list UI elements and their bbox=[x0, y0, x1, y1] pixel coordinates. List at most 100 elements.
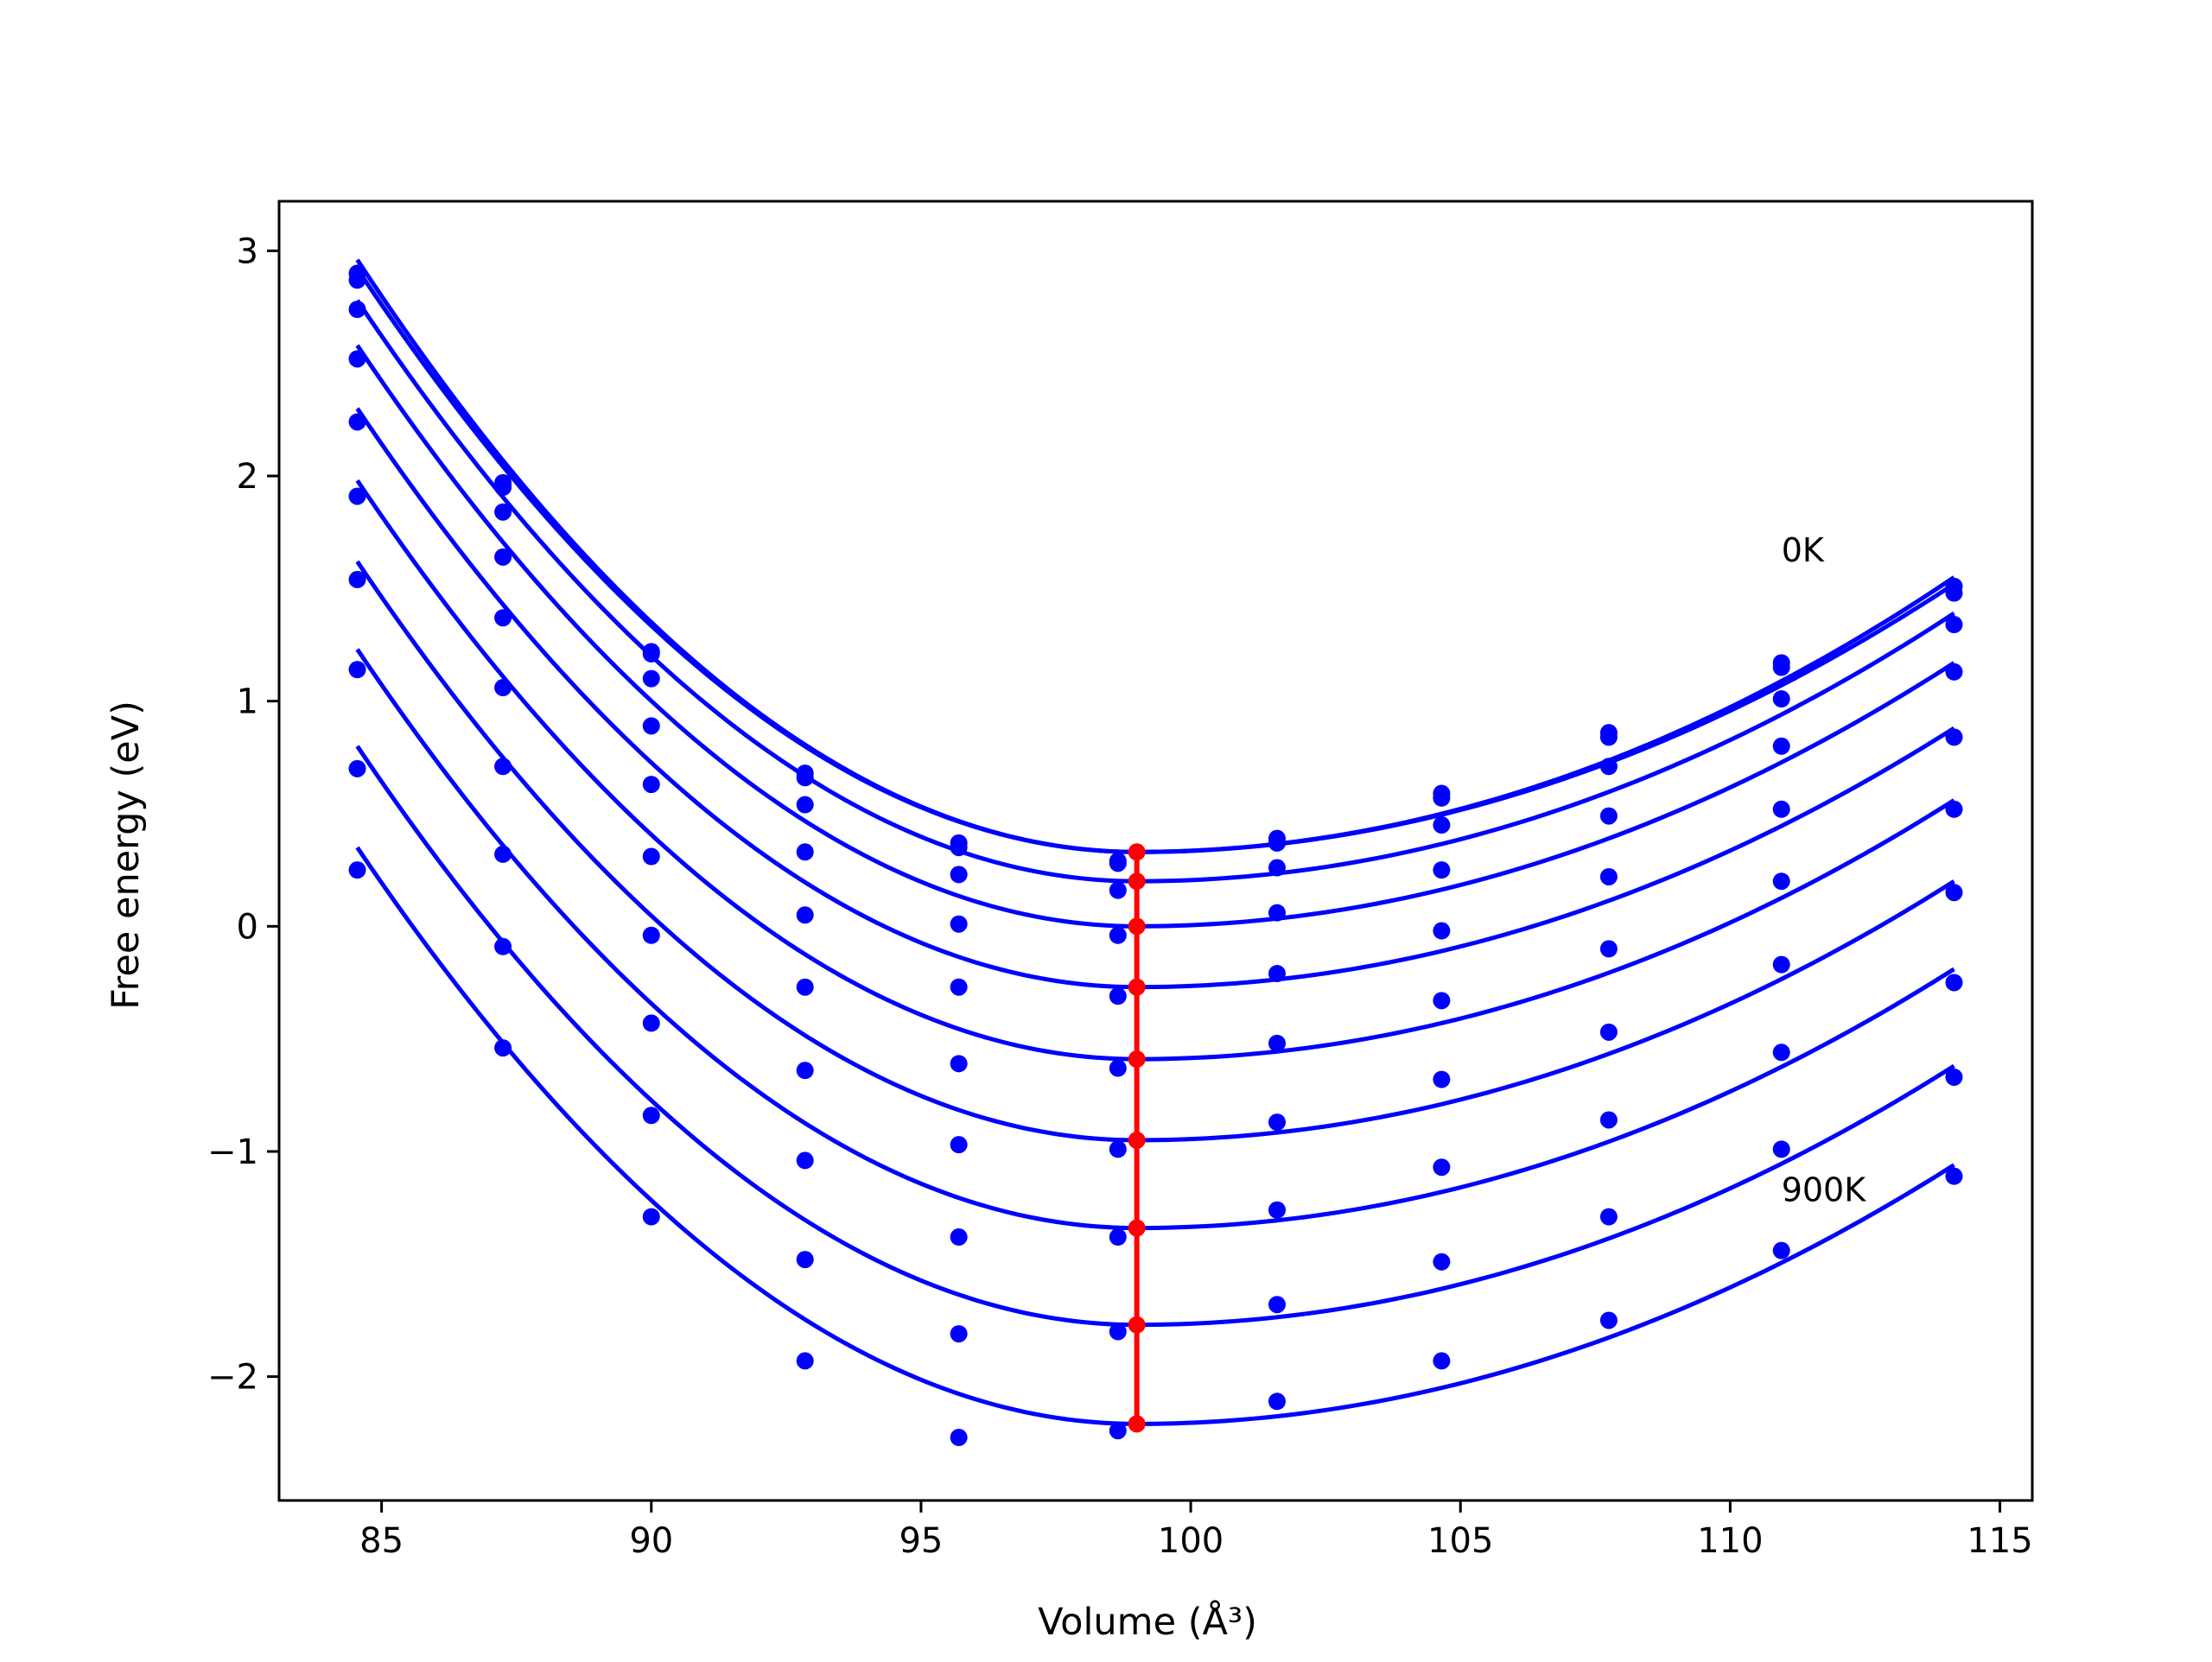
y-tick-label--1: −1 bbox=[207, 1132, 258, 1172]
data-point-8-8 bbox=[1433, 1158, 1451, 1177]
data-point-5-6 bbox=[1109, 987, 1127, 1005]
data-point-6-1 bbox=[348, 487, 366, 505]
plot-area bbox=[348, 258, 1963, 1447]
data-point-10-5 bbox=[950, 1429, 968, 1447]
data-point-8-11 bbox=[1945, 974, 1963, 992]
fit-curve-8 bbox=[355, 648, 1955, 1231]
data-point-5-2 bbox=[494, 609, 512, 627]
data-point-7-11 bbox=[1945, 884, 1963, 902]
data-point-9-5 bbox=[950, 1325, 968, 1343]
data-point-8-5 bbox=[950, 1228, 968, 1246]
data-point-4-1 bbox=[348, 350, 366, 368]
fit-curve-5 bbox=[355, 407, 1955, 990]
annotation-2: 900K bbox=[1782, 1170, 1867, 1208]
data-point-9-4 bbox=[796, 1251, 814, 1269]
x-tick-label-110: 110 bbox=[1697, 1521, 1763, 1561]
x-tick-label-115: 115 bbox=[1967, 1521, 2032, 1561]
data-point-5-8 bbox=[1433, 922, 1451, 940]
fit-curve-3 bbox=[355, 299, 1955, 884]
data-point-4-10 bbox=[1772, 737, 1790, 755]
data-point-10-6 bbox=[1109, 1422, 1127, 1440]
data-point-6-7 bbox=[1268, 1034, 1286, 1052]
data-point-8-2 bbox=[494, 845, 512, 863]
data-point-10-4 bbox=[796, 1352, 814, 1370]
data-point-3-6 bbox=[1109, 881, 1127, 899]
data-point-8-9 bbox=[1599, 1111, 1618, 1129]
data-point-8-7 bbox=[1268, 1201, 1286, 1219]
data-point-6-6 bbox=[1109, 1059, 1127, 1077]
data-point-2-4 bbox=[796, 769, 814, 787]
data-point-9-7 bbox=[1268, 1296, 1286, 1314]
data-point-2-11 bbox=[1945, 584, 1963, 602]
minimum-point-6 bbox=[1128, 1131, 1146, 1149]
data-point-2-10 bbox=[1772, 658, 1790, 676]
data-point-3-5 bbox=[950, 866, 968, 884]
data-point-10-3 bbox=[642, 1208, 660, 1226]
data-point-4-5 bbox=[950, 915, 968, 933]
axes: 85 90 95 100 105 110 115 −2 −1 0 1 2 3 bbox=[207, 232, 2033, 1561]
data-point-6-2 bbox=[494, 679, 512, 697]
fit-curve-7 bbox=[355, 560, 1955, 1143]
data-point-5-9 bbox=[1599, 867, 1618, 885]
data-point-9-3 bbox=[642, 1107, 660, 1125]
data-point-10-2 bbox=[494, 1039, 512, 1057]
data-point-9-9 bbox=[1599, 1208, 1618, 1226]
x-axis-label: Volume (Å³) bbox=[1038, 1600, 1257, 1644]
data-point-8-4 bbox=[796, 1151, 814, 1170]
data-point-6-4 bbox=[796, 978, 814, 996]
data-point-7-5 bbox=[950, 1136, 968, 1154]
plot-frame bbox=[277, 200, 2034, 1502]
data-point-4-3 bbox=[642, 717, 660, 735]
data-point-4-6 bbox=[1109, 926, 1127, 944]
data-point-9-6 bbox=[1109, 1323, 1127, 1341]
x-tick-label-85: 85 bbox=[359, 1521, 404, 1561]
minimum-point-7 bbox=[1128, 1219, 1146, 1237]
x-tick-label-90: 90 bbox=[629, 1521, 673, 1561]
data-point-8-3 bbox=[642, 1014, 660, 1032]
data-point-5-11 bbox=[1945, 728, 1963, 746]
fit-curve-10 bbox=[355, 846, 1955, 1426]
data-point-9-10 bbox=[1772, 1140, 1790, 1158]
fit-curve-9 bbox=[355, 745, 1955, 1328]
data-point-7-9 bbox=[1599, 1023, 1618, 1041]
data-point-10-8 bbox=[1433, 1352, 1451, 1370]
data-point-5-7 bbox=[1268, 965, 1286, 983]
data-point-4-7 bbox=[1268, 904, 1286, 922]
data-point-10-10 bbox=[1772, 1241, 1790, 1259]
data-point-5-3 bbox=[642, 776, 660, 794]
minimum-point-1 bbox=[1128, 843, 1146, 861]
y-axis-label: Free energy (eV) bbox=[105, 701, 148, 1010]
y-tick-label-0: 0 bbox=[237, 907, 258, 947]
data-point-4-4 bbox=[796, 843, 814, 861]
data-point-6-5 bbox=[950, 1055, 968, 1073]
data-point-2-3 bbox=[642, 644, 660, 663]
x-tick-label-100: 100 bbox=[1158, 1521, 1224, 1561]
data-point-3-11 bbox=[1945, 616, 1963, 634]
y-tick-label--2: −2 bbox=[207, 1358, 258, 1398]
minimum-point-9 bbox=[1128, 1415, 1146, 1433]
x-tick-label-95: 95 bbox=[899, 1521, 943, 1561]
data-point-3-3 bbox=[642, 669, 660, 688]
y-tick-label-2: 2 bbox=[237, 457, 258, 497]
data-point-7-4 bbox=[796, 1062, 814, 1080]
data-point-6-3 bbox=[642, 847, 660, 866]
data-point-3-8 bbox=[1433, 816, 1451, 834]
fit-curve-6 bbox=[355, 479, 1955, 1062]
minimum-point-5 bbox=[1128, 1050, 1146, 1069]
data-point-2-6 bbox=[1109, 854, 1127, 872]
data-point-6-8 bbox=[1433, 992, 1451, 1010]
data-point-3-10 bbox=[1772, 690, 1790, 708]
data-point-7-2 bbox=[494, 758, 512, 776]
data-point-7-1 bbox=[348, 570, 366, 588]
data-point-10-7 bbox=[1268, 1392, 1286, 1411]
data-point-7-3 bbox=[642, 926, 660, 944]
data-point-9-11 bbox=[1945, 1068, 1963, 1086]
data-point-4-2 bbox=[494, 548, 512, 566]
data-point-5-1 bbox=[348, 413, 366, 431]
data-point-5-10 bbox=[1772, 800, 1790, 818]
minimum-point-8 bbox=[1128, 1316, 1146, 1334]
data-point-2-5 bbox=[950, 839, 968, 857]
data-point-7-8 bbox=[1433, 1070, 1451, 1088]
